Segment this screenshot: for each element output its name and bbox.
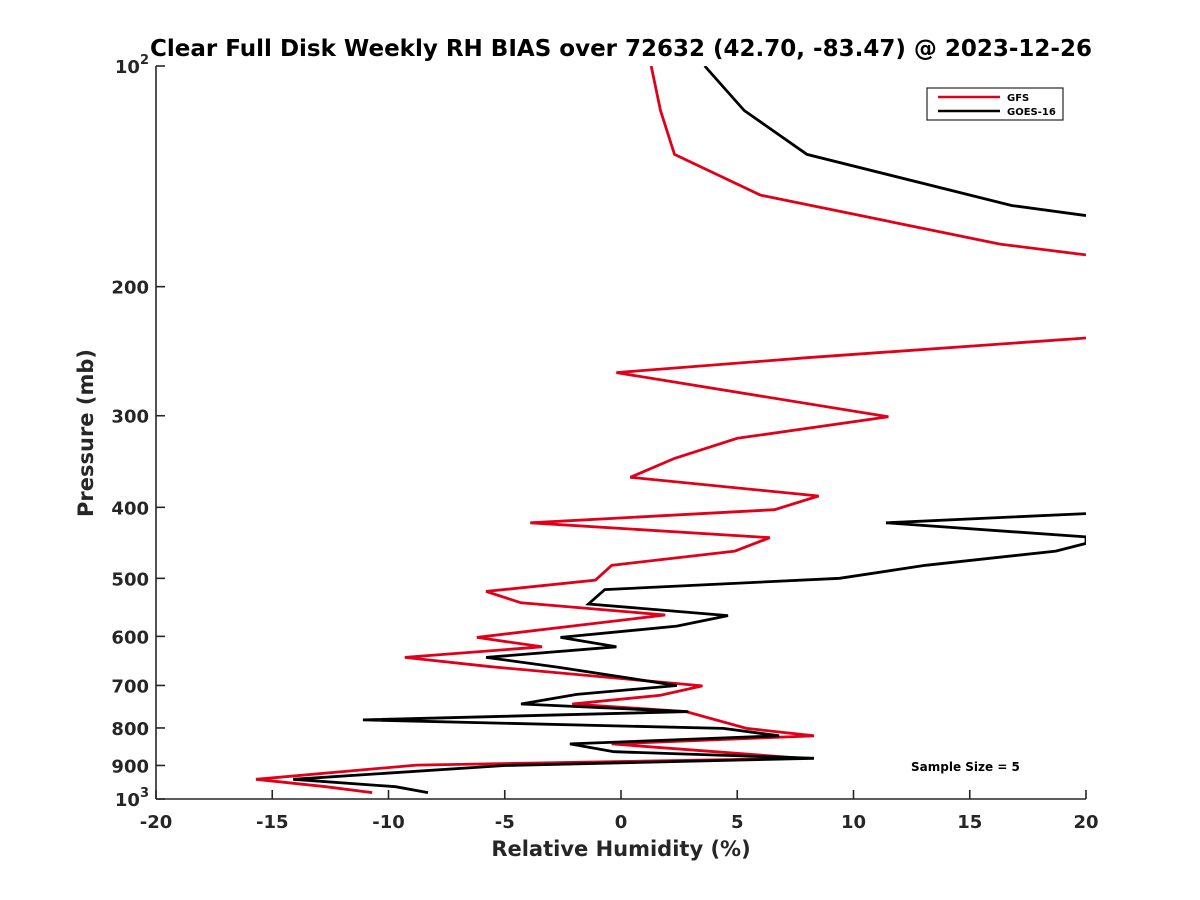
y-tick-label: 200: [111, 278, 149, 299]
y-tick-label: 800: [111, 719, 149, 740]
y-tick-label: 300: [111, 407, 149, 428]
legend-box: [926, 87, 1064, 121]
series-layer: [255, 66, 1086, 794]
x-tick-label: -20: [140, 812, 173, 833]
x-tick-label: 5: [731, 812, 744, 833]
y-axis-label: Pressure (mb): [74, 349, 98, 517]
y-tick-label: 700: [111, 676, 149, 697]
legend-label-goes16: GOES-16: [1007, 107, 1056, 118]
x-tick-label: -10: [372, 812, 405, 833]
x-axis-label: Relative Humidity (%): [491, 837, 750, 861]
x-tick-label: -15: [256, 812, 289, 833]
x-tick-label: -5: [495, 812, 515, 833]
y-tick-label: 400: [111, 498, 149, 519]
axes: [155, 66, 1086, 800]
y-tick-label: 103: [115, 786, 149, 811]
sample-size-annotation: Sample Size = 5: [911, 760, 1020, 774]
legend-label-gfs: GFS: [1007, 93, 1029, 104]
y-tick-label: 500: [111, 569, 149, 590]
x-tick-label: 10: [841, 812, 866, 833]
series-line-gfs: [255, 66, 1086, 794]
y-tick-label: 900: [111, 756, 149, 777]
y-tick-label: 600: [111, 627, 149, 648]
x-tick-label: 15: [957, 812, 982, 833]
y-tick-label: 102: [115, 53, 149, 78]
legend: GFS GOES-16: [926, 87, 1064, 121]
x-ticks: -20 -15 -10 -5 0 5 10 15 20: [140, 790, 1099, 833]
series-line-goes16: [293, 66, 1086, 794]
y-ticks: 102 200 300 400 500 600 700 800 900 103: [111, 53, 165, 811]
x-tick-label: 20: [1073, 812, 1098, 833]
x-tick-label: 0: [615, 812, 628, 833]
chart-title: Clear Full Disk Weekly RH BIAS over 7263…: [150, 36, 1092, 62]
